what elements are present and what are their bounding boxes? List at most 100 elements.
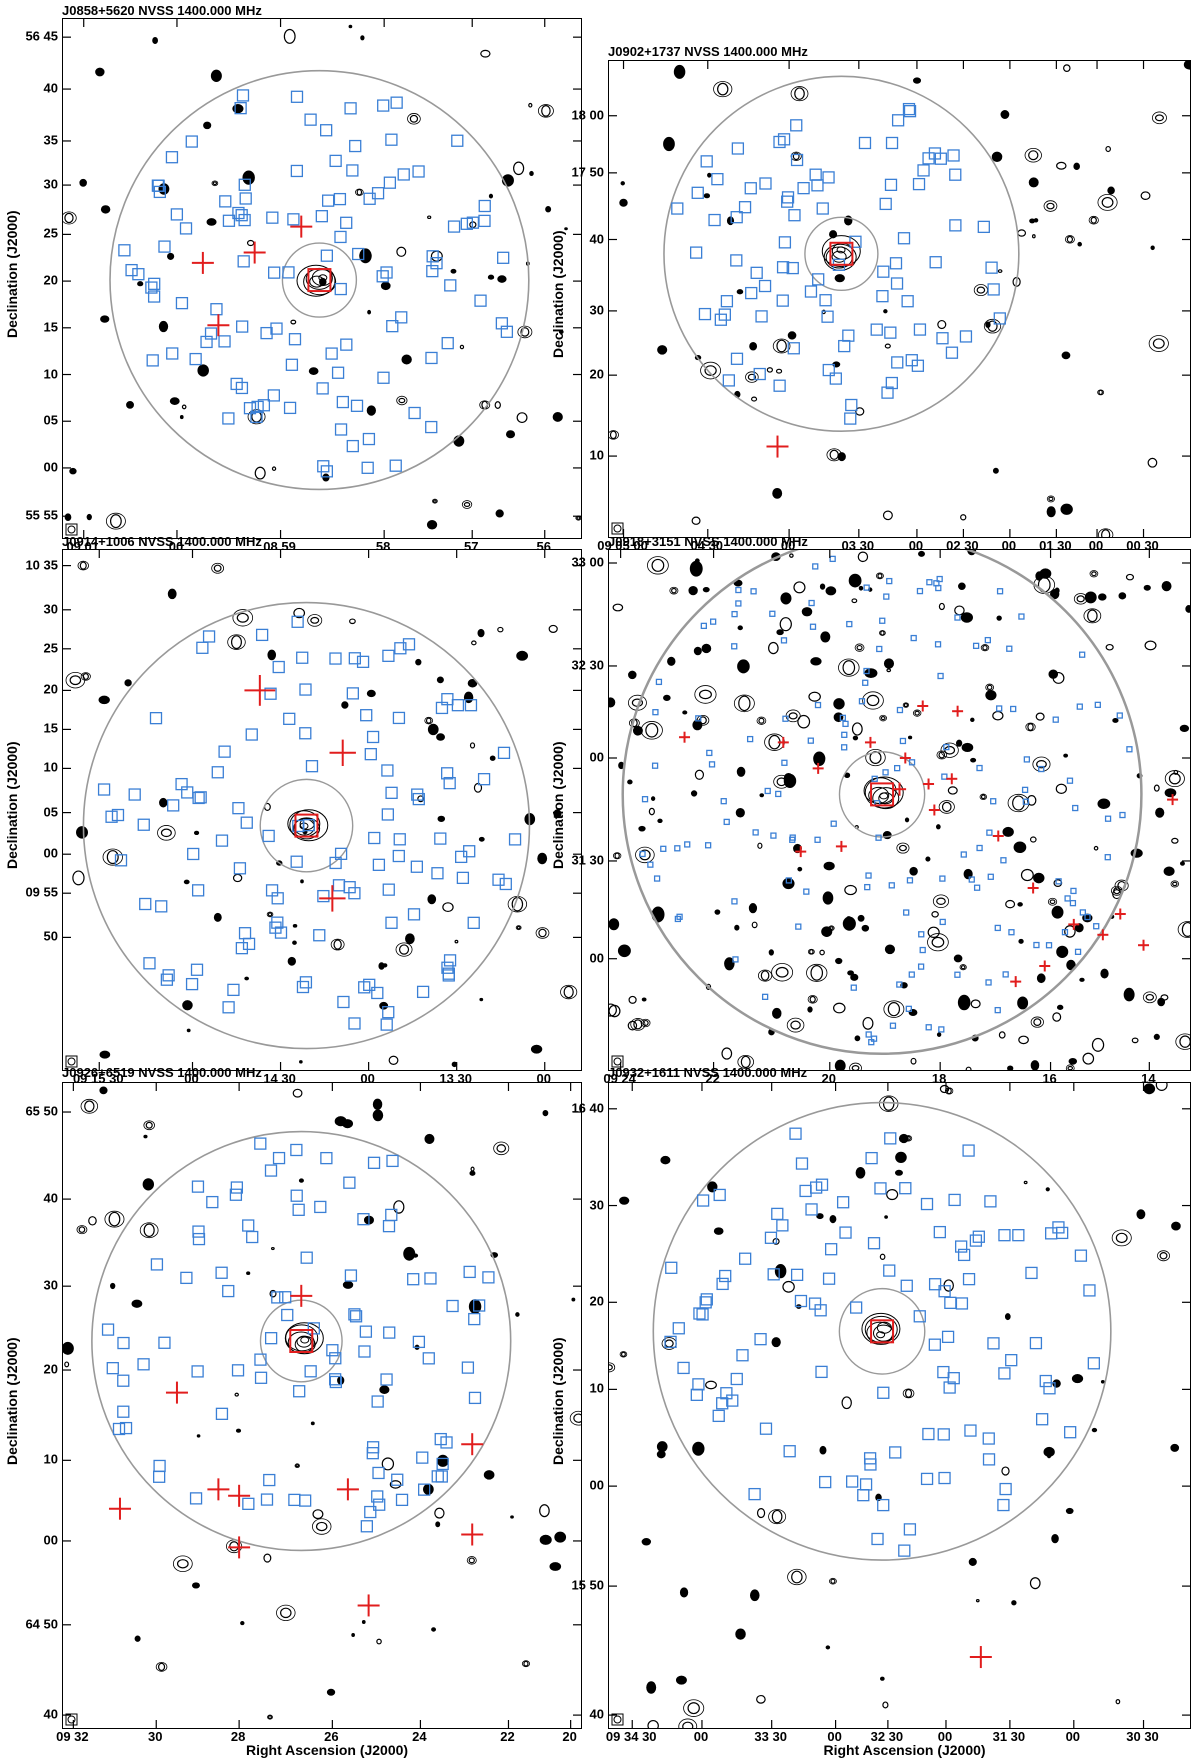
contour-source — [86, 513, 92, 521]
contour-source — [573, 1413, 581, 1423]
contour-source — [647, 1719, 659, 1728]
contour-source — [366, 689, 376, 698]
square-marker-icon — [364, 747, 377, 761]
x-tick-label: 30 — [148, 1729, 163, 1744]
square-marker-icon — [858, 698, 866, 705]
contour-source — [822, 891, 834, 905]
contour-source — [819, 949, 825, 956]
square-marker-icon — [236, 320, 249, 333]
contour-source — [620, 1351, 626, 1357]
central-source-contour — [872, 787, 900, 810]
square-marker-icon — [1074, 948, 1082, 955]
contour-map — [63, 1083, 581, 1728]
square-marker-icon — [326, 1344, 339, 1357]
contour-source — [1143, 584, 1151, 591]
square-marker-icon — [269, 921, 282, 934]
contour-source — [847, 970, 854, 976]
contour-source — [95, 67, 105, 77]
square-marker-icon — [897, 232, 911, 245]
contour-source — [630, 1018, 646, 1031]
contour-source — [619, 1351, 628, 1358]
contour-source — [266, 911, 274, 918]
square-marker-icon — [185, 135, 198, 148]
contour-source — [657, 818, 663, 824]
contour-source — [516, 650, 529, 661]
square-marker-icon — [877, 1386, 890, 1399]
square-marker-icon — [299, 683, 312, 696]
contour-source — [736, 766, 746, 777]
contour-source — [985, 321, 991, 329]
contour-source — [733, 694, 755, 713]
square-marker-icon — [859, 1478, 873, 1491]
contour-source — [1052, 1379, 1061, 1388]
contour-source — [819, 583, 826, 590]
square-marker-icon — [786, 261, 799, 275]
beam-ellipse-icon — [65, 1055, 78, 1068]
contour-source — [64, 1361, 70, 1368]
contour-source — [307, 614, 323, 627]
square-marker-icon — [264, 1332, 278, 1345]
contour-source — [694, 769, 705, 780]
square-marker-icon — [218, 745, 231, 758]
contour-source — [645, 722, 659, 738]
contour-source — [737, 659, 750, 674]
contour-source — [152, 36, 158, 45]
contour-source — [1020, 868, 1034, 882]
square-marker-icon — [111, 808, 125, 822]
contour-source — [471, 640, 477, 646]
plus-marker-icon — [165, 1381, 188, 1404]
contour-source — [69, 675, 82, 686]
square-marker-icon — [191, 1365, 204, 1378]
x-tick-label: 32 30 — [870, 1729, 904, 1744]
contour-source — [660, 1155, 671, 1165]
contour-source — [801, 607, 813, 617]
contour-source — [640, 1018, 651, 1028]
square-marker-icon — [137, 818, 150, 831]
square-marker-icon — [994, 924, 1001, 932]
square-marker-icon — [722, 374, 735, 387]
contour-source — [270, 1246, 275, 1251]
square-marker-icon — [407, 908, 421, 921]
square-marker-icon — [1072, 804, 1079, 812]
square-marker-icon — [251, 400, 264, 414]
contour-source — [835, 957, 843, 965]
contour-source — [155, 1661, 168, 1672]
plus-marker-icon — [461, 1523, 484, 1546]
square-marker-icon — [393, 833, 406, 846]
contour-source — [545, 206, 552, 213]
contour-source — [609, 918, 620, 931]
contour-source — [757, 842, 763, 849]
square-marker-icon — [713, 1188, 726, 1202]
contour-source — [1049, 899, 1056, 905]
square-marker-icon — [229, 1188, 243, 1201]
contour-source — [648, 807, 655, 816]
square-marker-icon — [968, 876, 975, 883]
plus-marker-icon — [108, 1497, 131, 1520]
square-marker-icon — [898, 1544, 911, 1557]
contour-source — [212, 181, 218, 186]
contour-source — [560, 984, 578, 1000]
square-marker-icon — [998, 1229, 1011, 1242]
contour-source — [938, 800, 955, 814]
contour-source — [833, 698, 845, 710]
square-marker-icon — [838, 339, 851, 353]
square-marker-icon — [329, 1373, 342, 1386]
contour-source — [751, 396, 758, 402]
contour-source — [1168, 772, 1181, 785]
square-marker-icon — [357, 1213, 370, 1226]
contour-source — [330, 938, 345, 951]
contour-source — [100, 205, 111, 214]
contour-source — [958, 582, 966, 591]
square-marker-icon — [808, 599, 815, 607]
inner-ring — [259, 778, 354, 873]
contour-source — [290, 319, 297, 325]
square-marker-icon — [984, 636, 991, 644]
square-marker-icon — [719, 1269, 732, 1283]
contour-source — [682, 710, 688, 715]
contour-source — [312, 1509, 324, 1520]
contour-source — [774, 1263, 787, 1279]
plus-marker-icon — [795, 846, 807, 858]
contour-source — [234, 1392, 239, 1397]
contour-source — [823, 861, 835, 871]
square-marker-icon — [151, 179, 165, 192]
